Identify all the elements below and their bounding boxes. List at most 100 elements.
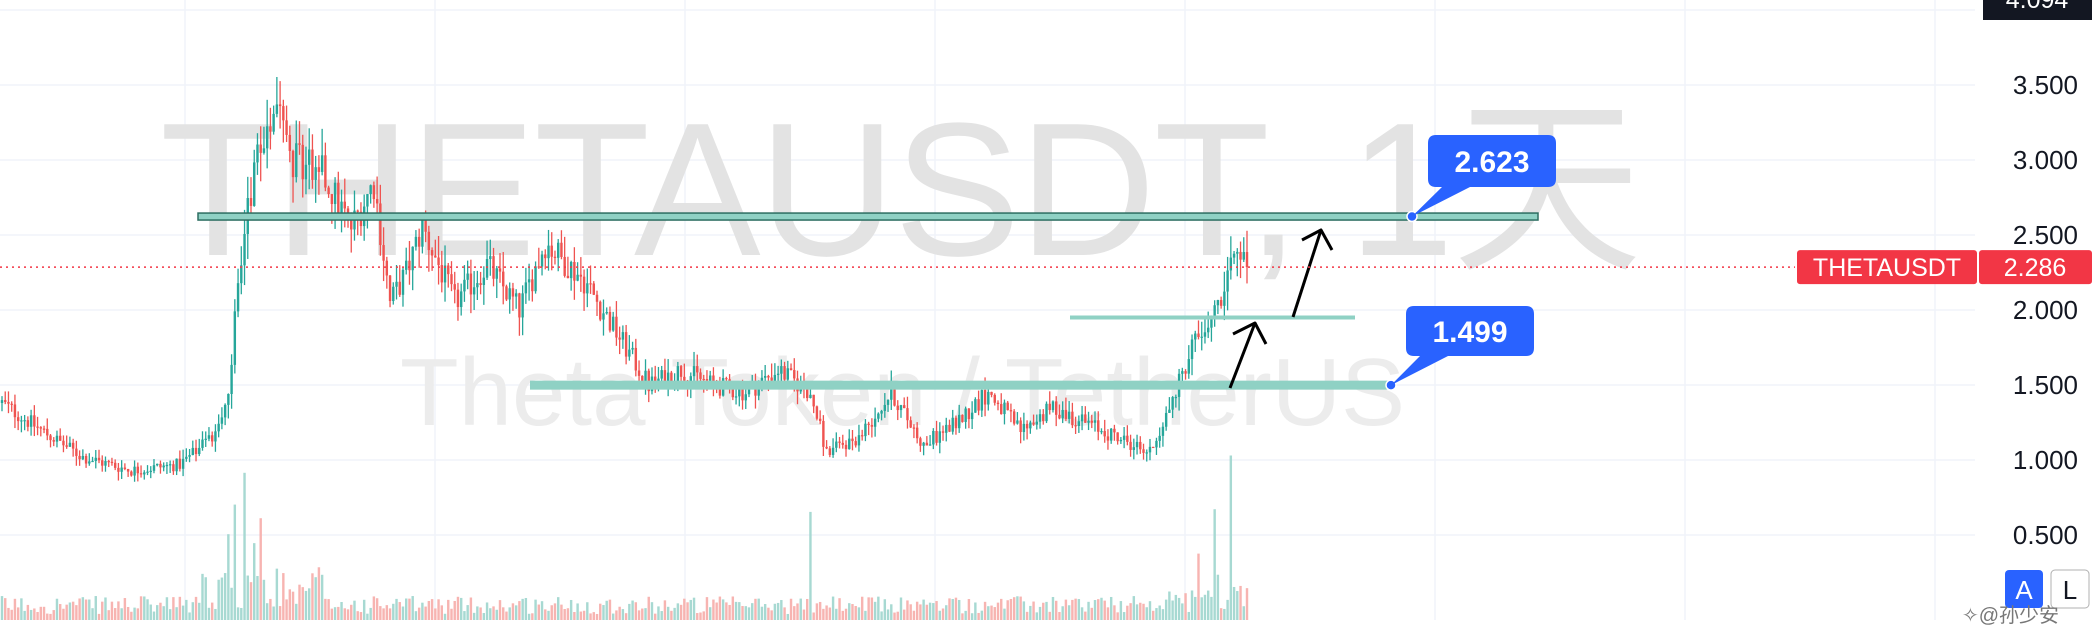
volume-bar — [1119, 601, 1123, 620]
volume-bar — [838, 598, 841, 620]
volume-bar — [120, 608, 123, 620]
volume-bar — [925, 604, 929, 620]
volume-bar — [343, 608, 346, 620]
volume-bar — [757, 598, 760, 620]
volume-bar — [1161, 609, 1165, 620]
candle-body — [52, 440, 55, 442]
intermediate-level-line[interactable] — [1070, 315, 1355, 320]
volume-bar — [993, 607, 996, 620]
candle-body — [880, 410, 883, 414]
candle-body — [1132, 447, 1136, 450]
volume-bar — [453, 600, 456, 620]
candle-body — [346, 208, 350, 214]
volume-bar — [718, 596, 722, 620]
candle-body — [608, 311, 612, 331]
volume-bar — [915, 601, 919, 620]
volume-bar — [317, 567, 321, 620]
volume-bar — [725, 602, 728, 620]
volume-bar — [20, 598, 23, 620]
volume-bar — [233, 504, 237, 620]
volume-bar — [434, 608, 437, 620]
volume-bar — [1242, 606, 1245, 620]
candle-body — [569, 261, 573, 279]
volume-bar — [437, 599, 440, 620]
candle-body — [1203, 332, 1207, 337]
resistance-level-band[interactable] — [197, 212, 1539, 221]
volume-bar — [1029, 605, 1032, 620]
auto-scale-button[interactable]: A — [2005, 570, 2043, 608]
candle-body — [398, 281, 401, 295]
volume-bar — [844, 608, 848, 620]
volume-bar — [191, 602, 195, 620]
price-axis[interactable]: 4.094 0.500 1.000 1.500 2.000 2.500 3.000 3.50… — [1797, 0, 2092, 550]
candle-body — [366, 194, 369, 207]
volume-bar — [443, 613, 447, 620]
volume-bar — [117, 601, 120, 620]
candle-body — [544, 254, 547, 259]
candle-body — [1054, 401, 1058, 415]
volume-bar — [786, 613, 790, 620]
volume-bar — [715, 602, 718, 620]
candle-body — [644, 370, 647, 382]
candle-body — [848, 438, 851, 450]
candle-body — [1000, 404, 1003, 415]
volume-bar — [304, 590, 308, 620]
candle-body — [974, 399, 977, 413]
candle-body — [883, 404, 887, 411]
volume-bar — [799, 598, 802, 620]
volume-bar — [518, 601, 521, 620]
support-level-band[interactable] — [530, 380, 1390, 390]
candle-body — [964, 408, 967, 422]
candle-body — [511, 288, 515, 297]
resistance-price-callout[interactable]: 2.623 — [1412, 135, 1556, 217]
candle-body — [249, 198, 253, 206]
log-scale-button[interactable]: L — [2050, 569, 2090, 609]
volume-bar — [647, 596, 650, 620]
volume-bar — [586, 602, 589, 620]
support-price-callout[interactable]: 1.499 — [1391, 306, 1534, 386]
volume-bar — [288, 589, 292, 620]
candle-body — [1152, 446, 1155, 449]
arrow-up-large[interactable] — [1291, 229, 1323, 318]
volume-bar — [291, 591, 295, 620]
volume-bar — [751, 603, 754, 620]
candle-body — [1164, 412, 1168, 427]
volume-bar — [165, 597, 169, 620]
log-scale-button-bg[interactable] — [2050, 569, 2090, 609]
volume-bar — [1064, 599, 1068, 620]
candle-body — [1071, 411, 1074, 426]
volume-bar — [815, 603, 819, 620]
volume-bar — [62, 608, 65, 620]
trend-arrows[interactable] — [1228, 228, 1334, 389]
candle-body — [621, 332, 625, 340]
volume-bar — [505, 611, 508, 620]
candle-body — [718, 387, 722, 396]
volume-bar — [162, 606, 165, 620]
volume-bar — [1229, 455, 1233, 620]
volume-bar — [793, 606, 796, 620]
candle-body — [240, 265, 243, 284]
volume-bar — [589, 613, 592, 620]
volume-bar — [544, 609, 547, 620]
volume-bar — [683, 598, 686, 620]
auto-scale-button-bg[interactable] — [2005, 570, 2043, 608]
volume-bar — [537, 604, 541, 620]
volume-bar — [547, 610, 550, 620]
volume-bar — [36, 612, 39, 620]
candle-body — [903, 405, 906, 409]
volume-bar — [1087, 601, 1090, 620]
volume-bar — [582, 610, 586, 620]
arrow-up-small[interactable] — [1228, 322, 1257, 389]
volume-bar — [560, 604, 563, 620]
candle-body — [194, 447, 198, 455]
volume-bar — [556, 597, 560, 620]
candle-body — [1113, 428, 1116, 433]
volume-bar — [375, 598, 379, 620]
volume-bar — [58, 604, 62, 620]
arrow-up-small-head — [1232, 321, 1268, 345]
volume-bar — [253, 543, 256, 620]
volume-bar — [776, 602, 780, 620]
volume-bar — [1009, 598, 1013, 620]
